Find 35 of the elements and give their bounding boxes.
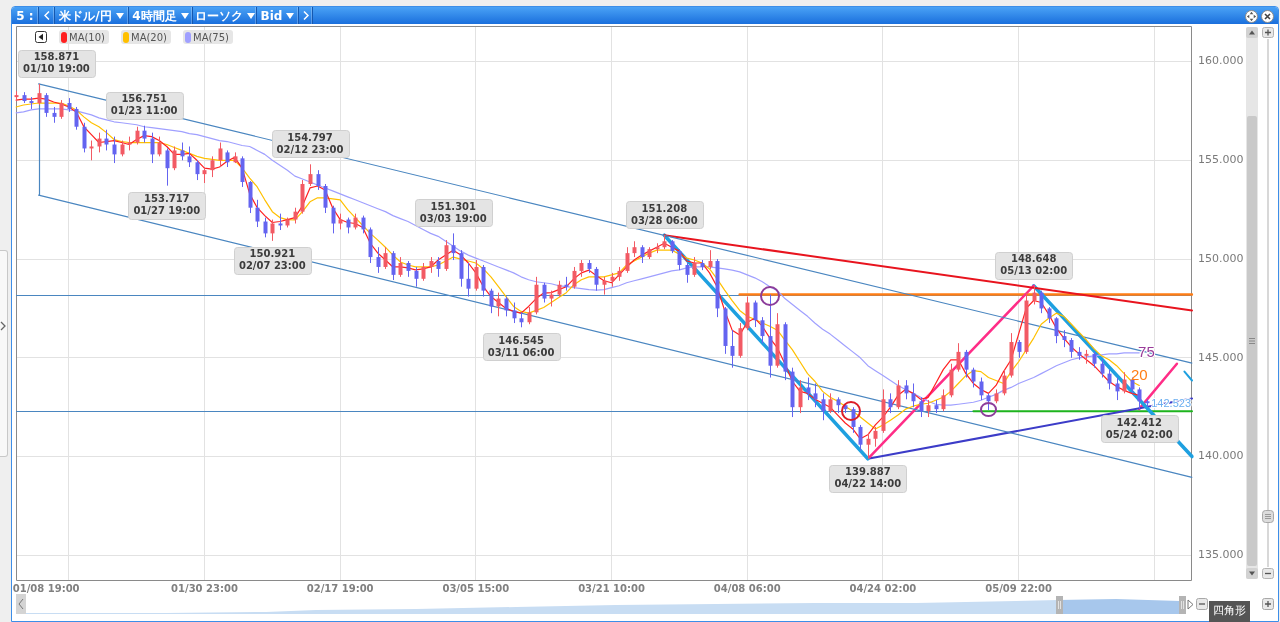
tooltip: 四角形 <box>1209 601 1250 622</box>
x-tick-label: 03/21 10:00 <box>578 582 645 594</box>
annotation: 139.887 04/22 14:00 <box>834 466 902 490</box>
annotation: 146.545 03/11 06:00 <box>487 334 555 358</box>
y-tick-label: 140.000 <box>1198 449 1244 463</box>
legend-label: MA(10) <box>69 31 105 43</box>
y-tick-label: 155.000 <box>1198 153 1244 167</box>
annotation: 158.871 01/10 19:00 <box>23 51 90 75</box>
annotation: 148.648 05/13 02:00 <box>1000 253 1068 277</box>
x-tick-label: 03/05 15:00 <box>442 582 510 594</box>
annotation: 20 <box>1131 366 1148 383</box>
annotation: 156.751 01/23 11:00 <box>110 93 178 117</box>
annotation: 154.797 02/12 23:00 <box>276 131 344 155</box>
legend-label: MA(20) <box>131 31 167 43</box>
x-tick-label: 04/24 02:00 <box>849 582 917 594</box>
x-tick-label: 01/08 19:00 <box>12 582 80 594</box>
text: Bid <box>260 7 283 24</box>
annotation: 151.208 03/28 06:00 <box>630 202 698 226</box>
chart-title: 米ドル/円 <box>59 7 112 24</box>
x-tick-label: 04/08 06:00 <box>713 582 781 594</box>
annotation: 150.921 02/07 23:00 <box>238 248 306 272</box>
y-tick-label: 135.000 <box>1198 548 1244 562</box>
text: ローソク <box>194 7 243 24</box>
y-tick-label: 145.000 <box>1198 350 1244 364</box>
x-tick-label: 01/30 23:00 <box>171 582 238 594</box>
x-tick-label: 02/17 19:00 <box>306 582 374 594</box>
y-tick-label: 160.000 <box>1198 54 1244 68</box>
chart-subtitle: 4時間足 <box>132 7 177 24</box>
y-tick-label: 150.000 <box>1198 251 1244 265</box>
annotation: 153.717 01/27 19:00 <box>133 193 201 217</box>
text: 5 : <box>16 7 34 24</box>
annotation: 151.301 03/03 19:00 <box>419 200 487 224</box>
annotation: 142.412 05/24 02:00 <box>1105 416 1173 440</box>
legend-label: MA(75) <box>193 31 229 43</box>
x-tick-label: 05/09 22:00 <box>985 582 1053 594</box>
